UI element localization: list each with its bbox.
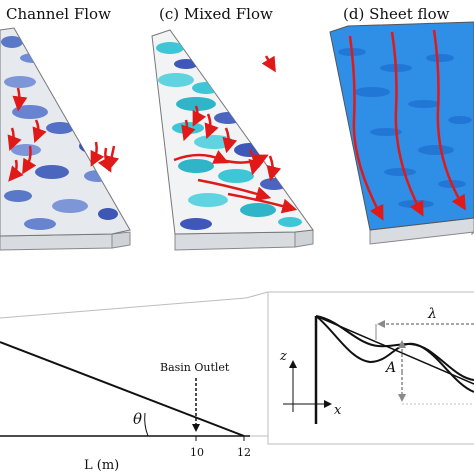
flow-arrow <box>7 127 22 152</box>
mixed-patch <box>240 203 276 217</box>
sheet-ripple <box>408 100 440 108</box>
panel-d-title: (d) Sheet flow <box>343 5 450 23</box>
flow-arrow <box>173 150 229 164</box>
roughness-inset: z x λ A <box>267 291 474 445</box>
sheet-ripple <box>448 116 472 124</box>
zoom-guide-line <box>0 297 247 319</box>
flow-arrow <box>104 145 120 172</box>
channel-patch <box>12 105 48 119</box>
mixed-patch <box>174 59 198 69</box>
channel-patch <box>56 90 80 102</box>
channel-patch <box>11 144 41 156</box>
sheet-ripple <box>418 145 454 155</box>
sheet-ripple <box>354 87 390 97</box>
hillslope-surface <box>0 341 245 437</box>
mixed-patch <box>218 169 254 183</box>
flow-arrow <box>181 119 196 142</box>
flow-arrow <box>192 105 207 127</box>
amplitude-label: A <box>384 360 396 376</box>
channel-patch <box>35 165 69 179</box>
panel-b-box-front <box>0 233 113 251</box>
panel-b-channel-flow <box>0 27 131 251</box>
flow-arrow <box>8 159 24 182</box>
sheet-ripple <box>370 128 402 136</box>
panel-d-sheet-flow <box>329 21 474 245</box>
flow-arrow <box>32 119 47 144</box>
sheet-ripple <box>384 168 416 176</box>
channel-patch <box>24 218 56 230</box>
flow-arrow <box>432 29 466 211</box>
channel-patch <box>1 36 23 48</box>
panel-c-flow-arrows <box>173 55 298 214</box>
flow-arrow <box>22 145 37 175</box>
flow-arrow <box>390 31 424 217</box>
channel-patch <box>42 67 62 77</box>
flow-arrow <box>197 178 272 202</box>
tick-label-10: 10 <box>190 446 204 459</box>
tick-label-12: 12 <box>237 446 251 459</box>
flow-arrow <box>204 113 219 140</box>
channel-patch <box>84 170 112 182</box>
flow-arrow <box>227 192 298 214</box>
channel-patch <box>98 208 118 220</box>
flow-arrow <box>248 149 264 176</box>
z-axis-label: z <box>279 349 287 364</box>
mixed-patch <box>214 112 242 124</box>
panel-c-title: (c) Mixed Flow <box>159 5 273 23</box>
channel-patch <box>46 122 74 134</box>
panel-b-box-side <box>111 231 131 249</box>
panel-b-title: Channel Flow <box>6 5 111 23</box>
flow-arrow <box>97 147 112 173</box>
mixed-patch <box>266 69 286 79</box>
lambda-label: λ <box>427 306 437 322</box>
length-axis-label: L (m) <box>84 458 119 473</box>
theta-angle-arc <box>144 412 149 437</box>
flow-arrow <box>348 35 384 221</box>
mixed-patch <box>278 217 302 227</box>
panel-c-box-side <box>294 229 314 248</box>
panel-c-mixed-flow <box>151 29 314 251</box>
mixed-patch <box>260 178 288 190</box>
channel-patch <box>4 76 36 88</box>
flow-arrow <box>222 127 238 154</box>
slope-diagram: θ Basin Outlet 10 12 L (m) <box>0 291 269 473</box>
panel-d-flow-arrows <box>348 29 466 221</box>
channel-patch <box>52 199 88 213</box>
mixed-patch <box>192 82 220 94</box>
flow-arrow <box>261 55 276 73</box>
zoom-guide-line <box>245 291 269 299</box>
theta-label: θ <box>133 410 142 428</box>
mixed-patch <box>180 218 212 230</box>
sheet-ripple <box>426 54 454 62</box>
channel-patch <box>4 190 32 202</box>
panel-d-texture <box>338 48 472 208</box>
flow-arrow <box>266 155 282 182</box>
channel-patch <box>79 139 105 153</box>
mixed-patch <box>158 73 194 87</box>
flow-arrow <box>90 141 105 167</box>
channel-patch <box>20 53 48 63</box>
inset-frame <box>267 291 474 445</box>
mixed-patch <box>178 159 214 173</box>
flow-arrow <box>12 87 28 112</box>
panel-c-box-front <box>174 231 296 251</box>
mixed-patch <box>156 42 184 54</box>
mixed-patch <box>176 97 216 111</box>
basin-outlet-label: Basin Outlet <box>160 361 230 374</box>
roughness-profile-2 <box>315 315 474 393</box>
panel-b-flow-arrows <box>7 87 120 182</box>
mixed-patch <box>188 193 228 207</box>
x-axis-label: x <box>334 403 342 418</box>
